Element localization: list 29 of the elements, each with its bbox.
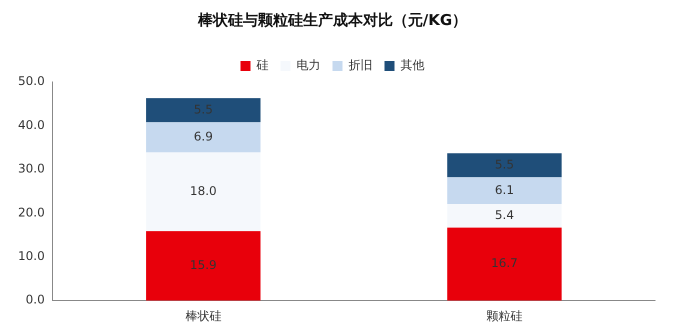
x-tick-label: 棒状硅 — [185, 308, 222, 323]
legend-label: 其他 — [400, 58, 424, 72]
bar — [447, 204, 562, 228]
bar — [146, 152, 261, 232]
data-label: 5.5 — [194, 102, 213, 116]
bar — [146, 98, 261, 122]
chart-title: 棒状硅与颗粒硅生产成本对比（元/KG） — [196, 10, 468, 29]
y-tick-label: 0.0 — [26, 292, 45, 307]
legend-label: 硅 — [256, 58, 268, 72]
bar — [447, 153, 562, 178]
bar — [447, 228, 562, 301]
data-label: 16.7 — [491, 256, 518, 270]
data-label: 5.5 — [494, 157, 514, 172]
data-label: 5.4 — [494, 208, 514, 222]
legend-label: 电力 — [296, 58, 320, 72]
data-label: 6.1 — [494, 182, 514, 197]
y-tick-label: 10.0 — [18, 249, 45, 264]
data-label: 18.0 — [190, 184, 217, 198]
legend-label: 折旧 — [348, 58, 372, 72]
bar — [447, 177, 562, 204]
y-tick-label: 50.0 — [18, 74, 45, 88]
bar — [146, 122, 261, 152]
y-tick-label: 40.0 — [18, 118, 45, 132]
bar — [146, 231, 261, 301]
data-label: 6.9 — [194, 129, 213, 144]
data-label: 15.9 — [190, 258, 217, 272]
y-tick-label: 20.0 — [18, 205, 45, 220]
x-tick-label: 颗粒硅 — [486, 308, 522, 323]
y-tick-label: 30.0 — [18, 162, 45, 176]
